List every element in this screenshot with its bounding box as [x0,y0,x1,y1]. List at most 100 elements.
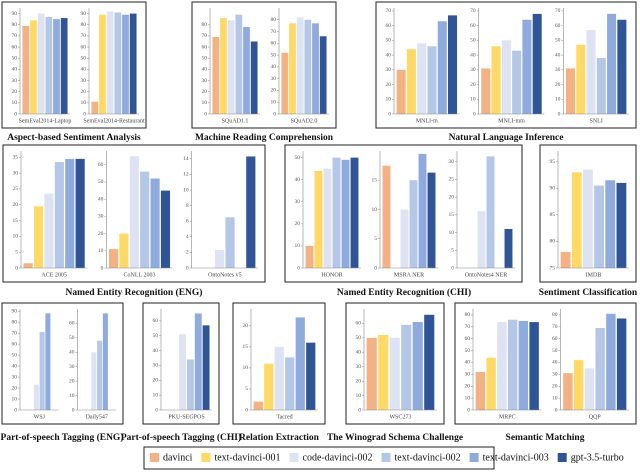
y-tick-label: 0 [245,407,248,413]
bar [22,25,30,114]
bar [108,249,119,268]
y-tick-label: 20 [465,384,471,390]
bar [323,168,332,268]
bar [382,165,391,268]
bar [102,313,108,410]
bar [532,13,542,115]
y-tick-label: 20 [356,378,362,384]
y-tick-label: 0 [101,265,104,271]
y-tick-label: 40 [81,67,87,73]
bar [212,37,220,114]
bar [296,17,304,114]
y-tick-label: 30 [470,67,476,73]
y-tick-label: 0 [451,265,454,271]
y-tick-label: 5 [15,249,18,255]
bar [529,322,539,410]
bar [53,19,60,114]
y-tick-label: 95 [550,159,556,165]
y-tick-label: 30 [81,78,87,84]
x-category-label: Tacred [276,414,292,420]
y-tick-label: 40 [555,52,561,58]
group-title: The Winograd Schema Challenge [327,433,463,443]
bar [389,337,400,410]
y-tick-label: 5 [374,236,377,242]
y-tick-label: 20 [98,231,104,237]
bar [486,357,496,410]
y-tick-label: 10 [372,207,378,213]
y-tick-label: 70 [465,324,471,330]
y-tick-label: 30 [386,67,392,73]
y-tick-label: 70 [202,33,208,39]
x-category-label: MNLI-mm [498,118,525,124]
bar [584,368,595,410]
bar [44,193,54,268]
group-box [375,1,637,129]
y-tick-label: 60 [465,336,471,342]
bar [312,23,319,114]
y-tick-label: 0 [186,265,189,271]
y-tick-label: 60 [69,321,75,327]
y-tick-label: 20 [202,89,208,95]
bar [475,371,486,410]
y-tick-label: 50 [98,179,104,185]
group-box [2,144,266,283]
bar [406,49,416,114]
y-tick-label: 0 [72,407,75,413]
x-category-label: IMDB [586,272,602,278]
bar [512,50,522,114]
bar [264,363,274,410]
y-tick-label: 60 [12,44,18,50]
x-category-label: MSRA NER [394,272,424,278]
y-tick-label: 10 [69,393,75,399]
y-tick-label: 20 [13,202,19,208]
bar [605,180,616,268]
group-title: Part-of-speech Tagging (CHI) [121,432,241,443]
y-tick-label: 10 [98,248,104,254]
bar [140,171,150,268]
y-tick-label: 70 [552,324,558,330]
y-tick-label: 20 [271,88,277,94]
y-tick-label: 20 [243,323,249,329]
bar [202,325,210,410]
bar [114,12,122,114]
y-tick-label: 10 [470,97,476,103]
y-tick-label: 10 [183,187,189,193]
bar [295,317,305,410]
bar [37,13,45,114]
y-tick-label: 50 [271,52,277,58]
y-tick-label: 50 [202,55,208,61]
bar [305,245,314,268]
y-tick-label: 30 [449,159,455,165]
bar [607,13,617,115]
bar [160,190,171,268]
bar [129,13,137,114]
y-tick-label: 0 [14,111,17,117]
group-box [232,302,326,425]
bar [437,21,447,114]
y-tick-label: 0 [374,265,377,271]
group-box [284,144,523,283]
y-tick-label: 20 [12,89,18,95]
x-category-label: QQP [589,414,602,420]
bar [491,46,501,114]
y-tick-label: 70 [271,29,277,35]
y-tick-label: 0 [558,111,561,117]
bar [366,337,377,410]
bar [486,156,495,268]
legend-swatch [557,453,567,462]
y-tick-label: 90 [12,308,18,314]
y-tick-label: 10 [449,230,455,236]
legend-label: code-davinci-002 [303,452,373,463]
y-tick-label: 35 [13,155,19,161]
y-tick-label: 20 [295,221,301,227]
y-tick-label: 15 [243,344,249,350]
y-tick-label: 10 [202,100,208,106]
y-tick-label: 60 [552,336,558,342]
y-tick-label: 8 [186,203,189,209]
bar [23,263,33,268]
y-tick-label: 20 [552,384,558,390]
y-tick-label: 60 [202,44,208,50]
x-category-label: MNLI-m [416,118,438,124]
bar [75,158,85,268]
